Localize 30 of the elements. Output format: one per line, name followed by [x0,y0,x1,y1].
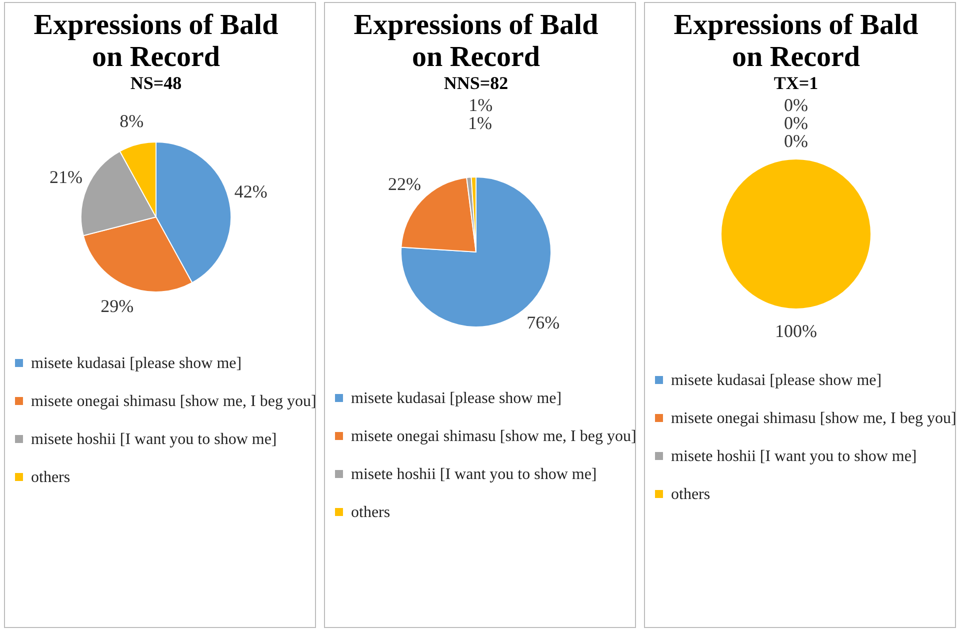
text: 0% [784,113,808,133]
data-label: 42% [234,182,268,202]
legend-label: others [31,469,70,486]
legend-label: misete onegai shimasu [show me, I beg you] [351,428,636,445]
legend-label: misete kudasai [please show me] [31,355,242,372]
legend-label: misete hoshii [I want you to show me] [351,466,597,483]
chart-title: Expressions of Bald on Record [34,9,278,73]
legend-label: others [671,486,710,503]
legend-label: misete kudasai [please show me] [671,372,882,389]
data-label: 8% [120,111,144,132]
chart-subtitle: TX=1 [774,73,818,93]
data-label: 21% [50,167,83,188]
chart-title: Expressions of Bald on Record [674,9,918,73]
legend-label: misete hoshii [I want you to show me] [31,431,277,448]
legend-label: misete hoshii [I want you to show me] [671,448,917,465]
data-label: 76% [526,312,560,332]
legend-label: misete onegai shimasu [show me, I beg you] [31,393,316,410]
text: 0% [784,95,808,115]
text: 0% [784,131,808,151]
chart-subtitle: NNS=82 [444,73,508,94]
legend-label: misete onegai shimasu [show me, I beg you] [671,410,956,427]
chart-title: Expressions of Bald on Record [354,9,598,74]
data-label: 1% [468,95,493,116]
data-label: 22% [388,174,422,194]
chart-subtitle: NS=48 [130,73,182,93]
data-label: 100% [775,321,817,341]
legend-label: misete kudasai [please show me] [351,390,562,407]
data-label: 1% [468,113,492,134]
legend-label: others [351,504,390,521]
data-label: 29% [100,296,134,316]
